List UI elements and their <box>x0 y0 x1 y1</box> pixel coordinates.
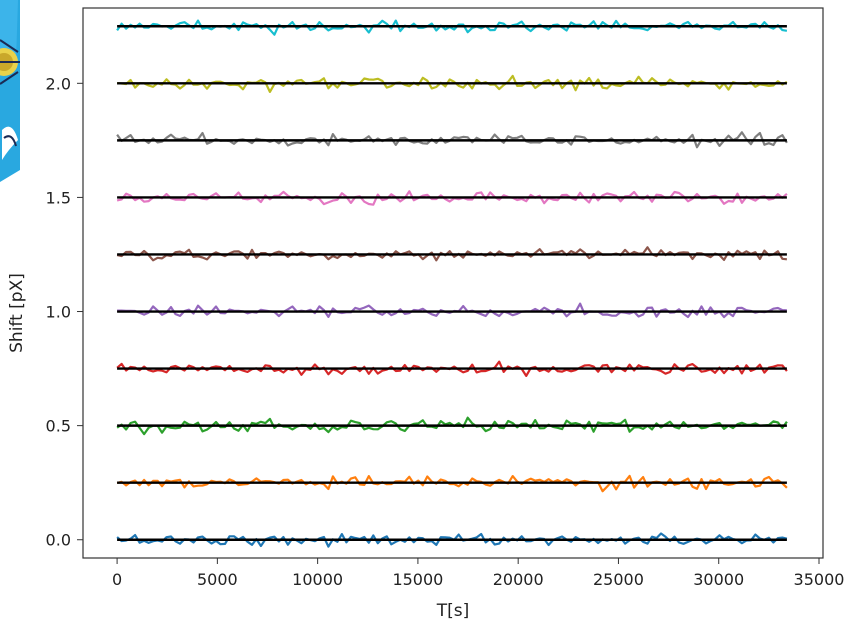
x-tick-label: 30000 <box>693 570 744 589</box>
x-tick-label: 35000 <box>794 570 845 589</box>
x-tick-label: 25000 <box>593 570 644 589</box>
y-tick-label: 1.0 <box>46 303 71 322</box>
x-tick-label: 5000 <box>197 570 238 589</box>
plot-frame <box>82 7 824 559</box>
partial-logo-icon <box>0 0 22 182</box>
x-tick-label: 15000 <box>392 570 443 589</box>
y-tick-label: 2.0 <box>46 74 71 93</box>
series-line-1 <box>116 474 788 493</box>
plot-area <box>83 8 823 558</box>
y-tick-label: 0.0 <box>46 531 71 550</box>
x-tick-label: 10000 <box>292 570 343 589</box>
plot-series-group <box>116 19 788 548</box>
x-axis-label: T[s] <box>436 601 470 621</box>
x-tick-label: 20000 <box>493 570 544 589</box>
y-axis-label: Shift [pX] <box>7 273 27 353</box>
y-tick-label: 0.5 <box>46 417 71 436</box>
x-tick-label: 0 <box>112 570 122 589</box>
y-tick-label: 1.5 <box>46 188 71 207</box>
series-line-2 <box>116 416 788 436</box>
